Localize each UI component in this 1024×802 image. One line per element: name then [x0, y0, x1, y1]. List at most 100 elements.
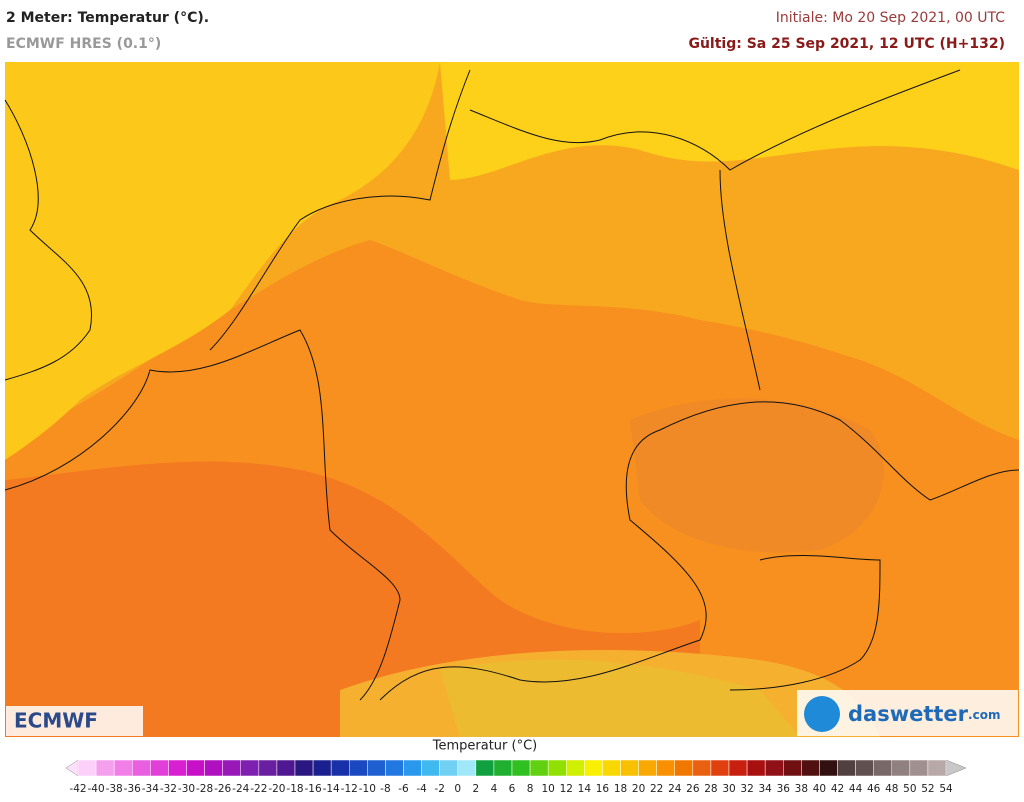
legend-title: Temperatur (°C): [432, 739, 538, 754]
colorbar-box: [783, 759, 802, 777]
colorbar-tick-label: -20: [268, 783, 285, 795]
colorbar-tick-label: -22: [250, 783, 267, 795]
colorbar-tick-label: 0: [454, 783, 461, 795]
colorbar-box: [602, 759, 621, 777]
border: [379, 401, 1020, 701]
colorbar-tick-label: 26: [686, 783, 700, 795]
logo-right-suffix: .com: [968, 708, 1000, 722]
colorbar-over: [945, 759, 967, 777]
logo-left-box: [6, 706, 143, 736]
map: ECMWF daswetter.com: [4, 62, 1020, 737]
colorbar-box: [909, 759, 929, 777]
alps-high: [440, 659, 800, 737]
colorbar-tick-label: -40: [88, 783, 105, 795]
baltic-zone: [440, 62, 1019, 180]
colorbar-box: [620, 759, 639, 777]
colorbar-box: [240, 759, 260, 777]
colorbar-box: [674, 759, 694, 777]
colorbar-box: [258, 759, 278, 777]
colorbar-box: [204, 759, 223, 777]
colorbar-box: [330, 759, 350, 777]
colorbar-box: [511, 759, 531, 777]
colorbar-box: [168, 759, 187, 777]
colorbar-box: [385, 759, 404, 777]
colorbar-tick-label: 10: [541, 783, 554, 795]
colorbar-box: [837, 759, 856, 777]
colorbar-box: [150, 759, 169, 777]
colorbar-tick-label: -30: [178, 783, 195, 795]
logo-icon: [804, 696, 840, 732]
colorbar-tick-label: -6: [398, 783, 409, 795]
colorbar-tick-label: 36: [777, 783, 791, 795]
colorbar-box: [746, 759, 766, 777]
colorbar-tick-label: 48: [885, 783, 898, 795]
colorbar-box: [566, 759, 585, 777]
colorbar-tick-label: 32: [740, 783, 753, 795]
colorbar-tick-label: -10: [359, 783, 376, 795]
colorbar-tick-label: -4: [416, 783, 427, 795]
coastline: [4, 99, 92, 381]
colorbar-box: [132, 759, 151, 777]
colorbar-box: [764, 759, 784, 777]
colorbar-tick-label: 34: [758, 783, 772, 795]
title: 2 Meter: Temperatur (°C).: [6, 10, 209, 26]
colorbar-box: [801, 759, 820, 777]
colorbar-tick-label: -42: [69, 783, 86, 795]
colorbar-tick-label: 12: [560, 783, 573, 795]
colorbar-tick-label: 52: [921, 783, 934, 795]
valid-time: Gültig: Sa 25 Sep 2021, 12 UTC (H+132): [688, 36, 1005, 52]
colorbar-tick-label: 22: [650, 783, 663, 795]
colorbar-box: [222, 759, 242, 777]
colorbar-tick-label: -34: [142, 783, 159, 795]
colorbar: -42 -40 -38 -36 -34 -32 -30 -28 -26 -24 -22 -20 -18-…: [65, 759, 967, 795]
coastline: [469, 69, 961, 171]
colorbar-box: [276, 759, 296, 777]
colorbar-tick-label: 14: [578, 783, 592, 795]
colorbar-tick-label: -14: [323, 783, 340, 795]
colorbar-tick-label: -24: [232, 783, 249, 795]
logo-left: ECMWF: [14, 709, 98, 733]
colorbar-box: [457, 759, 477, 777]
colorbar-tick-label: -36: [124, 783, 141, 795]
colorbar-box: [186, 759, 205, 777]
colorbar-box: [113, 759, 133, 777]
logo-right-name: daswetter: [848, 702, 969, 726]
colorbar-tick-label: 38: [795, 783, 808, 795]
colorbar-box: [529, 759, 549, 777]
sea-zone: [5, 62, 440, 460]
colorbar-tick-label: 28: [704, 783, 717, 795]
border: [4, 329, 401, 701]
border: [719, 169, 761, 391]
colorbar-tick-label: 2: [472, 783, 479, 795]
colorbar-box: [656, 759, 676, 777]
colorbar-tick-label: 4: [491, 783, 498, 795]
bohemia: [630, 398, 884, 553]
colorbar-tick-label: -18: [286, 783, 303, 795]
colorbar-box: [891, 759, 911, 777]
colorbar-box: [584, 759, 603, 777]
colorbar-box: [927, 759, 947, 777]
colorbar-tick-label: -38: [106, 783, 123, 795]
colorbar-tick-label: 40: [813, 783, 826, 795]
colorbar-tick-label: 8: [527, 783, 534, 795]
colorbar-box: [312, 759, 332, 777]
colorbar-box: [77, 759, 97, 777]
colorbar-tick-label: 50: [903, 783, 916, 795]
colorbar-tick-label: -12: [341, 783, 358, 795]
logo-right: daswetter.com: [848, 702, 1000, 726]
colorbar-box: [692, 759, 712, 777]
colorbar-box: [367, 759, 386, 777]
colorbar-tick-label: 46: [867, 783, 881, 795]
colorbar-box: [421, 759, 440, 777]
model: ECMWF HRES (0.1°): [6, 36, 161, 52]
colorbar-box: [475, 759, 495, 777]
colorbar-box: [294, 759, 314, 777]
colorbar-box: [349, 759, 368, 777]
colorbar-tick-label: -16: [305, 783, 322, 795]
colorbar-under: [65, 759, 79, 777]
colorbar-box: [855, 759, 874, 777]
colorbar-tick-label: -2: [434, 783, 444, 795]
colorbar-tick-label: 44: [849, 783, 863, 795]
colorbar-tick-label: -28: [196, 783, 213, 795]
